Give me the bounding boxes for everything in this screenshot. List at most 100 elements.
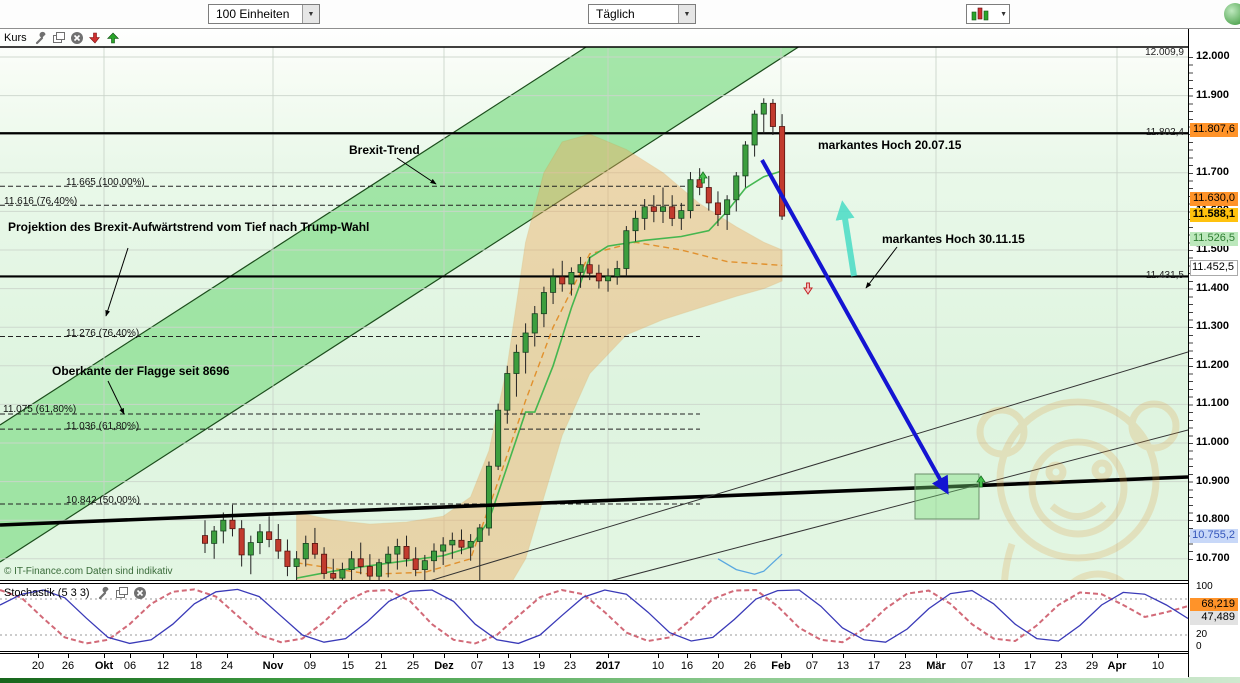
candle-body [311,543,318,555]
stochastic-panel[interactable] [0,583,1189,652]
candle-body [247,542,254,556]
interval-dropdown[interactable]: Täglich ▼ [588,4,696,24]
annotation-arrow [107,380,125,415]
stoch-badge: 68,219 [1190,598,1238,613]
x-axis-label: 18 [189,660,203,672]
price-inner-label: 11.802,4 [1145,127,1184,139]
x-axis-tick [967,654,968,658]
x-axis-tick [781,654,782,658]
candle-body [696,179,703,188]
x-axis-tick [687,654,688,658]
x-axis-label: 17 [867,660,881,672]
candle-body [302,543,309,560]
fib-label: 10.842 (50,00%) [66,495,140,506]
chevron-down-icon[interactable]: ▼ [302,5,319,23]
candle-body [733,175,740,201]
x-axis-label: Dez [434,660,454,672]
candle-body [724,199,731,215]
indicator-cloud [296,133,783,580]
candle-body [376,562,383,577]
candle-body [779,126,786,217]
chart-type-dropdown[interactable]: ▼ [966,4,1010,24]
price-axis-label: 11.500 [1196,243,1230,255]
x-axis-tick [68,654,69,658]
candle-body [476,527,483,542]
price-axis[interactable]: 12.00011.90011.80011.70011.60011.50011.4… [1188,28,1240,677]
candle-body [531,313,538,334]
x-axis-label: 13 [992,660,1006,672]
candle-body [769,102,776,127]
x-axis-tick [570,654,571,658]
channel-lower-line [0,47,800,563]
x-axis-tick [718,654,719,658]
chevron-down-icon[interactable]: ▼ [678,5,695,23]
candle-body [440,544,447,552]
candle-body [714,202,721,215]
app-logo-icon[interactable] [1224,3,1240,25]
fib-label: 11.616 (76,40%) [4,196,78,207]
kurs-panel-title: Kurs [4,32,27,44]
units-dropdown[interactable]: 100 Einheiten ▼ [208,4,320,24]
candle-body [513,351,520,374]
candle-body [540,292,547,315]
x-axis-label: 24 [220,660,234,672]
chevron-down-icon[interactable]: ▼ [1000,10,1007,18]
candle-body [220,519,227,532]
price-chart-area[interactable] [0,28,1188,581]
wrench-icon[interactable] [34,31,48,45]
x-axis-tick [130,654,131,658]
annotation-arrow [105,247,129,317]
arrow-up-icon[interactable] [106,31,120,45]
down-signal-icon [803,282,813,295]
x-axis-tick [273,654,274,658]
candle-body [275,539,282,552]
candle-body [595,272,602,282]
windows-icon[interactable] [115,586,129,600]
x-axis-label: 10 [651,660,665,672]
x-axis-label: Nov [262,660,284,672]
price-badge: 11.452,5 [1190,260,1238,277]
fib-label: 11.665 (100,00%) [66,177,145,188]
x-axis-tick [444,654,445,658]
x-axis-label: Feb [771,660,791,672]
x-axis-label: 23 [898,660,912,672]
long-term-trendline [0,475,1188,527]
x-axis-tick [1158,654,1159,658]
windows-icon[interactable] [52,31,66,45]
x-axis-tick [310,654,311,658]
main-chart-svg[interactable] [0,28,1188,580]
candle-body [678,210,685,219]
price-inner-label: 11.431,5 [1145,270,1184,282]
price-badge: 11.526,5 [1190,231,1238,246]
candle-body [330,573,337,579]
arrow-down-icon[interactable] [88,31,102,45]
channel-upper-line [0,47,588,426]
x-axis-label: 15 [341,660,355,672]
close-icon[interactable] [70,31,84,45]
candle-body [293,558,300,567]
candle-body [467,541,474,548]
candlestick-chart-icon [969,6,991,22]
price-badge: 11.588,1 [1190,207,1238,222]
candle-body [522,332,529,353]
time-axis[interactable]: 20 26 Okt 06 12 18 24 Nov 09 15 21 25 Dez 07 13 19 23 201… [0,653,1188,678]
x-axis-label: Mär [926,660,946,672]
stochastic-svg[interactable] [0,584,1189,651]
chart-annotation: markantes Hoch 30.11.15 [882,232,1025,246]
price-axis-label: 11.400 [1196,281,1230,294]
close-icon[interactable] [133,586,147,600]
support-line [430,351,1188,580]
price-axis-label: 11.200 [1196,358,1230,371]
candle-body [632,217,639,232]
x-axis-tick [658,654,659,658]
x-axis-label: Okt [94,660,114,672]
x-axis-tick [1061,654,1062,658]
x-axis-tick [608,654,609,658]
price-axis-label: 12.000 [1196,50,1230,62]
wrench-icon[interactable] [97,586,111,600]
candle-body [623,230,630,269]
candle-body [577,264,584,273]
x-axis-label: 21 [374,660,388,672]
candle-body [641,206,648,219]
